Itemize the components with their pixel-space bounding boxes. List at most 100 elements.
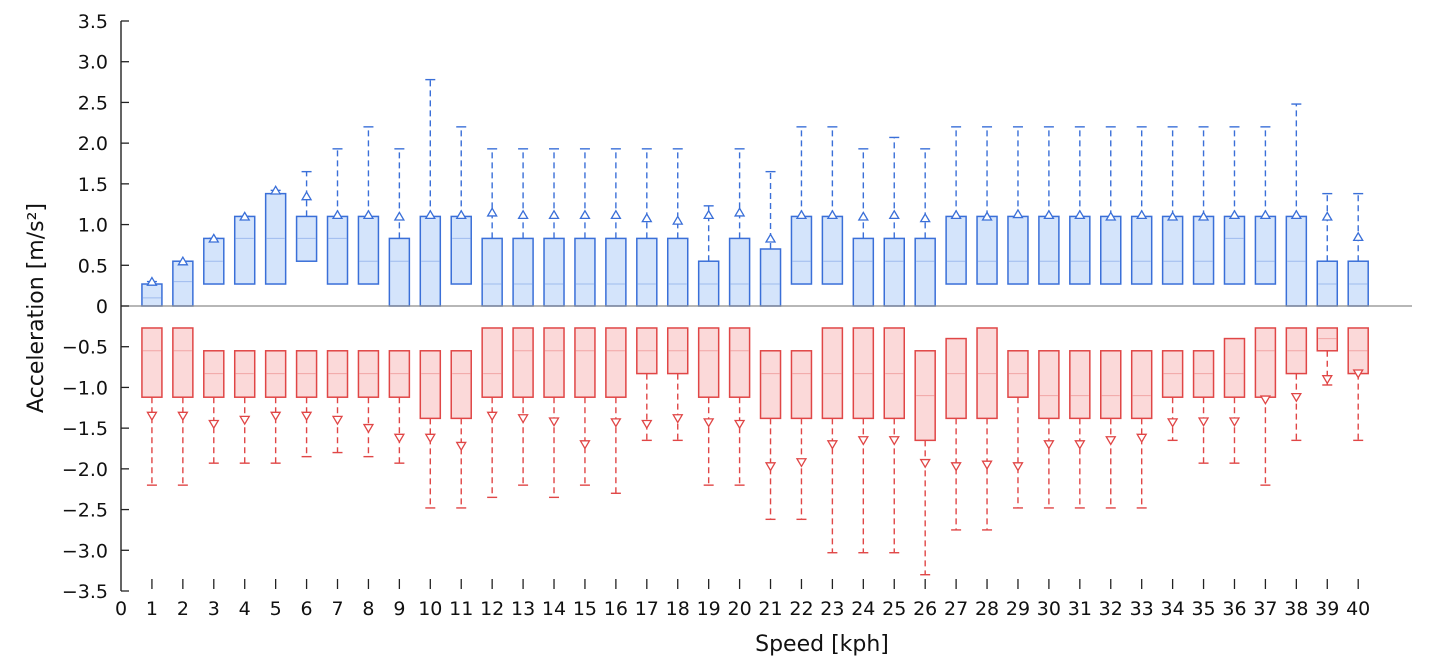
- marker-positive-38: [1290, 209, 1302, 220]
- marker-positive-30: [1043, 209, 1055, 220]
- marker-positive-32: [1105, 211, 1117, 221]
- box-negative-4: [233, 350, 256, 398]
- box-negative-16: [605, 327, 627, 398]
- x-tick-label: 32: [1099, 598, 1123, 620]
- box-negative-33: [1130, 350, 1153, 420]
- box-positive-34: [1161, 215, 1184, 285]
- marker-negative-34: [1166, 418, 1179, 428]
- marker-positive-33: [1136, 209, 1148, 220]
- x-tick-label: 40: [1346, 598, 1370, 620]
- marker-positive-23: [826, 209, 839, 220]
- box-negative-8: [357, 350, 380, 398]
- marker-positive-29: [1012, 208, 1024, 219]
- x-tick-label: 16: [604, 598, 628, 620]
- box-negative-23: [821, 327, 844, 420]
- y-tick-label: −1.0: [62, 377, 108, 399]
- marker-positive-8: [362, 209, 375, 220]
- box-positive-7: [326, 215, 349, 285]
- y-tick-label: 0.5: [78, 255, 108, 277]
- x-tick-label: 25: [882, 598, 906, 620]
- marker-negative-38: [1290, 392, 1302, 403]
- x-tick-label: 29: [1006, 598, 1030, 620]
- x-tick-label: 27: [944, 598, 968, 620]
- marker-positive-28: [981, 211, 993, 221]
- marker-positive-9: [393, 211, 406, 221]
- y-tick-label: 2.0: [78, 133, 108, 155]
- x-tick-label: 1: [146, 598, 158, 620]
- box-negative-5: [264, 350, 287, 398]
- marker-negative-36: [1228, 417, 1241, 427]
- marker-positive-2: [177, 255, 189, 266]
- y-tick-label: −3.0: [62, 540, 108, 562]
- x-tick-label: 17: [635, 598, 659, 620]
- marker-positive-24: [857, 211, 869, 221]
- marker-negative-35: [1197, 417, 1210, 427]
- x-axis-title: Speed [kph]: [755, 632, 889, 657]
- box-positive-14: [543, 237, 565, 307]
- marker-negative-31: [1074, 440, 1086, 450]
- marker-negative-23: [826, 440, 839, 450]
- y-tick-label: −1.5: [62, 418, 108, 440]
- box-negative-38: [1285, 327, 1308, 375]
- marker-negative-37: [1259, 395, 1272, 405]
- marker-positive-39: [1321, 211, 1333, 221]
- marker-positive-21: [764, 233, 777, 243]
- marker-negative-20: [733, 419, 746, 430]
- box-negative-27: [945, 337, 967, 420]
- box-positive-37: [1254, 215, 1277, 285]
- axes: 3.5 3.0 2.5 2.0 1.5 1.0 0.5 0 −0.5 −1.0 −1.5 −2.0 −2…: [62, 11, 1412, 620]
- x-tick-label: 22: [789, 598, 813, 620]
- box-negative-26: [914, 350, 936, 442]
- x-tick-label: 2: [177, 598, 189, 620]
- marker-negative-24: [857, 436, 869, 446]
- x-tick-label: 20: [728, 598, 752, 620]
- marker-negative-2: [177, 411, 189, 422]
- box-negative-13: [512, 327, 534, 398]
- marker-negative-21: [764, 462, 777, 472]
- y-tick-label: −2.5: [62, 500, 108, 522]
- box-negative-29: [1007, 350, 1029, 398]
- x-tick-label: 15: [573, 598, 597, 620]
- x-tick-label: 38: [1284, 598, 1308, 620]
- marker-negative-3: [208, 419, 220, 430]
- x-tick-label: 26: [913, 598, 937, 620]
- box-negative-2: [172, 327, 194, 398]
- box-negative-28: [976, 327, 998, 420]
- box-negative-9: [388, 350, 411, 398]
- marker-negative-30: [1043, 440, 1055, 450]
- box-negative-6: [295, 350, 318, 398]
- box-positive-21: [759, 248, 782, 307]
- marker-negative-7: [331, 415, 344, 426]
- box-negative-21: [759, 350, 782, 420]
- box-negative-22: [790, 350, 813, 420]
- box-negative-11: [450, 350, 472, 420]
- box-negative-12: [481, 327, 503, 398]
- marker-positive-17: [641, 212, 653, 223]
- marker-negative-27: [950, 462, 962, 472]
- box-negative-19: [697, 327, 720, 398]
- box-negative-20: [728, 327, 751, 398]
- box-positive-16: [605, 237, 627, 307]
- x-tick-label: 30: [1037, 598, 1061, 620]
- marker-negative-22: [795, 458, 808, 468]
- x-tick-label: 18: [666, 598, 690, 620]
- y-tick-label: 3.0: [78, 52, 108, 74]
- box-positive-29: [1007, 215, 1029, 285]
- box-positive-18: [666, 237, 689, 307]
- box-positive-17: [636, 237, 658, 307]
- marker-negative-25: [888, 436, 900, 446]
- x-tick-label: 0: [115, 598, 127, 620]
- box-positive-25: [883, 237, 905, 307]
- marker-positive-14: [548, 209, 560, 220]
- box-positive-15: [574, 237, 596, 307]
- marker-positive-40: [1352, 231, 1364, 242]
- box-negative-3: [203, 350, 225, 398]
- marker-positive-35: [1197, 211, 1210, 221]
- marker-negative-12: [486, 411, 498, 422]
- box-positive-20: [728, 237, 751, 307]
- x-tick-label: 19: [697, 598, 721, 620]
- marker-positive-34: [1166, 211, 1179, 221]
- y-tick-label: 2.5: [78, 92, 108, 114]
- box-positive-28: [976, 215, 998, 285]
